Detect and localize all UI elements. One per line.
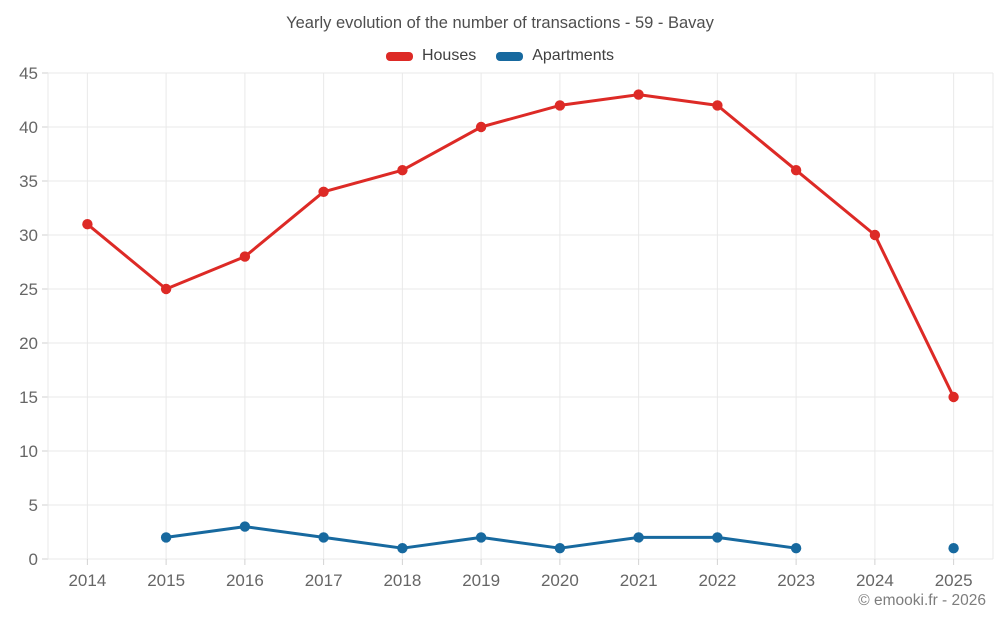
data-point-apartments-2025[interactable] <box>948 543 959 554</box>
data-point-apartments-2018[interactable] <box>397 543 408 554</box>
data-point-apartments-2015[interactable] <box>160 532 172 543</box>
data-point-houses-2021[interactable] <box>633 89 644 100</box>
legend-swatch-apartments <box>496 51 524 61</box>
data-point-houses-2015[interactable] <box>160 283 172 295</box>
data-point-apartments-2022[interactable] <box>712 532 723 543</box>
data-point-houses-2024[interactable] <box>869 229 881 241</box>
data-point-houses-2017[interactable] <box>318 186 329 197</box>
copyright-credit: © emooki.fr - 2026 <box>858 592 986 609</box>
legend-swatch-houses <box>385 51 413 61</box>
y-axis-label: 35 <box>19 172 38 191</box>
y-axis-label: 15 <box>19 388 38 407</box>
y-axis-label: 5 <box>29 496 38 515</box>
y-axis-label: 25 <box>19 280 38 299</box>
data-point-apartments-2023[interactable] <box>790 543 802 554</box>
data-point-houses-2020[interactable] <box>554 100 566 111</box>
x-axis-label: 2023 <box>777 571 815 590</box>
data-point-apartments-2016[interactable] <box>239 521 251 532</box>
data-point-apartments-2019[interactable] <box>475 532 487 543</box>
y-axis-label: 20 <box>19 334 38 353</box>
x-axis-label: 2021 <box>620 571 658 590</box>
x-axis-label: 2014 <box>68 571 106 590</box>
legend-item-apartments[interactable]: Apartments <box>496 47 614 65</box>
legend-label: Houses <box>421 47 477 64</box>
y-axis-label: 45 <box>19 64 38 83</box>
data-point-houses-2025[interactable] <box>948 391 959 403</box>
data-point-houses-2019[interactable] <box>475 121 487 133</box>
legend-item-houses[interactable]: Houses <box>385 47 477 65</box>
x-axis-label: 2015 <box>147 571 185 590</box>
x-axis-label: 2022 <box>698 571 736 590</box>
x-axis-label: 2024 <box>856 571 894 590</box>
data-point-apartments-2021[interactable] <box>633 532 644 543</box>
y-axis-label: 0 <box>29 550 38 569</box>
x-axis-label: 2020 <box>541 571 579 590</box>
x-axis-label: 2017 <box>305 571 343 590</box>
legend-label: Apartments <box>532 47 615 64</box>
data-point-houses-2018[interactable] <box>397 165 408 176</box>
chart-legend: Houses Apartments <box>0 44 1000 68</box>
chart-title: Yearly evolution of the number of transa… <box>286 14 714 32</box>
series-line-houses <box>85 93 956 399</box>
data-point-houses-2022[interactable] <box>712 100 723 111</box>
y-axis-label: 30 <box>19 226 38 245</box>
y-axis-label: 40 <box>19 118 38 137</box>
data-point-houses-2023[interactable] <box>790 165 802 176</box>
data-point-houses-2016[interactable] <box>239 251 251 262</box>
y-axis-label: 10 <box>19 442 38 461</box>
x-axis-label: 2019 <box>462 571 500 590</box>
data-point-houses-2014[interactable] <box>82 219 93 230</box>
data-point-apartments-2017[interactable] <box>318 532 329 543</box>
x-axis-label: 2025 <box>935 571 973 590</box>
x-axis-label: 2016 <box>226 571 264 590</box>
x-axis-label: 2018 <box>383 571 421 590</box>
data-point-apartments-2020[interactable] <box>554 543 566 554</box>
